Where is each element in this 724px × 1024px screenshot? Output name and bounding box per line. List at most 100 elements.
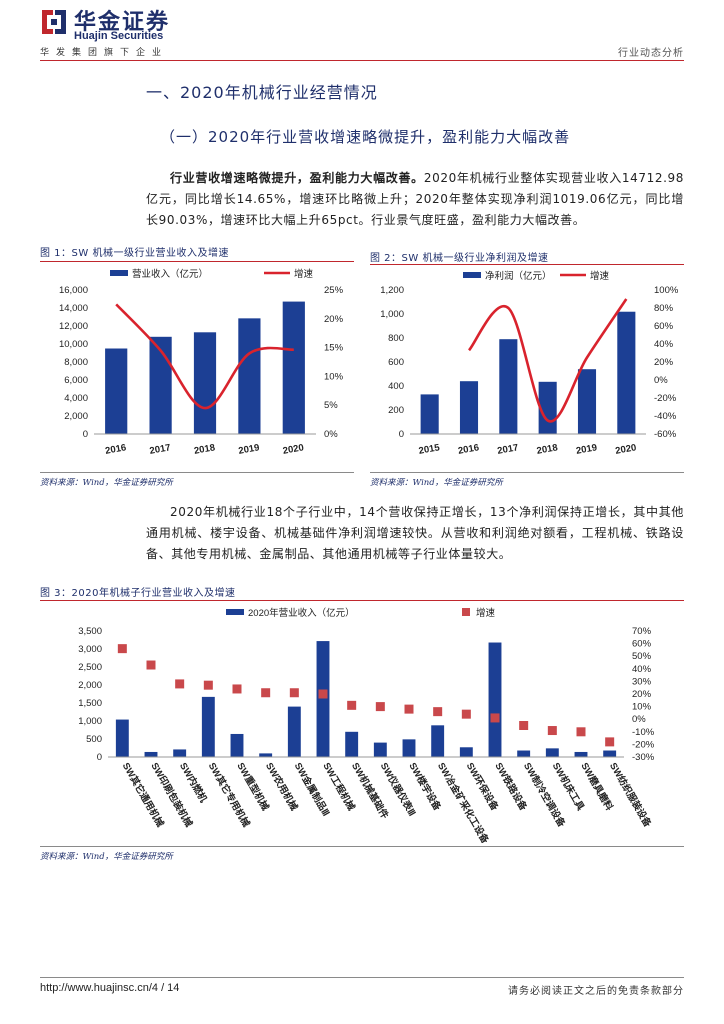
footer-page: 4 / 14 xyxy=(151,982,180,994)
brand-tagline: 华发集团旗下企业 xyxy=(40,48,169,58)
y-tick-label: 2,500 xyxy=(78,662,102,673)
y-tick-label: 800 xyxy=(388,333,404,344)
report-type: 行业动态分析 xyxy=(618,48,684,59)
x-tick-label: 2020 xyxy=(282,442,305,457)
bar xyxy=(545,748,559,757)
growth-marker xyxy=(605,737,615,747)
bar xyxy=(149,336,172,434)
growth-marker xyxy=(146,660,156,670)
legend-label-bar: 营业收入（亿元） xyxy=(132,268,208,280)
growth-marker xyxy=(347,700,357,710)
legend-swatch-bar xyxy=(463,272,481,278)
bar xyxy=(259,753,273,757)
bar xyxy=(577,369,597,434)
y2-tick-label: 20% xyxy=(654,357,674,368)
y2-tick-label: 20% xyxy=(632,689,652,700)
section-subtitle: （一）2020年行业营收增速略微提升，盈利能力大幅改善 xyxy=(160,128,571,146)
fig3-rule xyxy=(40,600,684,601)
y2-tick-label: 70% xyxy=(632,626,652,637)
footer-disclaimer: 请务必阅读正文之后的免责条款部分 xyxy=(508,986,684,997)
fig3-source: 资料来源：Wind，华金证券研究所 xyxy=(40,852,173,862)
y-tick-label: 0 xyxy=(399,429,404,440)
bar xyxy=(574,751,588,757)
x-tick-label: SW冶金矿采化工设备 xyxy=(435,761,491,844)
fig1-rule xyxy=(40,261,354,262)
y2-tick-label: 0% xyxy=(324,429,338,440)
fig3-source-rule xyxy=(40,846,684,847)
y-tick-label: 600 xyxy=(388,357,404,368)
footer-url[interactable]: http://www.huajinsc.cn/ xyxy=(40,982,152,994)
bar xyxy=(238,318,261,434)
bar xyxy=(345,731,359,757)
brand-logo xyxy=(40,8,68,36)
growth-marker xyxy=(261,688,271,698)
y2-tick-label: 0% xyxy=(632,714,646,725)
y2-tick-label: -40% xyxy=(654,411,677,422)
y2-tick-label: -30% xyxy=(632,752,655,763)
y-tick-label: 14,000 xyxy=(59,303,88,314)
y2-tick-label: 0% xyxy=(654,375,668,386)
brand-name-cn: 华金证券 xyxy=(74,10,171,35)
x-tick-label: 2018 xyxy=(193,442,216,457)
y2-tick-label: 15% xyxy=(324,343,344,354)
x-tick-label: 2019 xyxy=(238,442,261,457)
legend: 2020年营业收入（亿元） 增速 xyxy=(226,607,496,619)
y-tick-label: 500 xyxy=(86,734,102,745)
y-tick-label: 6,000 xyxy=(64,375,88,386)
bar xyxy=(144,751,158,757)
y2-tick-label: 40% xyxy=(654,339,674,350)
y2-tick-label: 60% xyxy=(654,321,674,332)
bar xyxy=(193,332,217,434)
growth-marker xyxy=(289,688,299,698)
brand-name-en: Huajin Securities xyxy=(74,30,164,42)
footer-rule xyxy=(40,977,684,978)
y2-tick-label: -20% xyxy=(654,393,677,404)
fig1-chart: 营业收入（亿元） 增速 0 2,000 4,000 6,000 8,000 10,000 12,… xyxy=(59,268,344,457)
x-tick-label: 2019 xyxy=(575,442,598,457)
y2-tick-label: 20% xyxy=(324,314,344,325)
y2-tick-label: -10% xyxy=(632,727,655,738)
growth-marker xyxy=(576,727,586,737)
bar xyxy=(402,739,416,757)
fig3-chart: 2020年营业收入（亿元） 增速 0 500 1,000 1,500 2,000 2,500 3… xyxy=(78,607,655,844)
y-tick-label: 2,000 xyxy=(64,411,88,422)
bar xyxy=(499,339,518,434)
y2-tick-label: 50% xyxy=(632,651,652,662)
y-tick-label: 1,200 xyxy=(380,285,404,296)
bar xyxy=(459,381,479,434)
bar xyxy=(517,750,531,757)
legend: 营业收入（亿元） 增速 xyxy=(110,268,314,280)
x-tick-label: 2018 xyxy=(536,442,559,457)
growth-marker xyxy=(203,680,213,690)
legend: 净利润（亿元） 增速 xyxy=(463,270,610,282)
bar xyxy=(201,696,215,757)
bar xyxy=(316,641,330,757)
fig1-title: 图 1：SW 机械一级行业营业收入及增速 xyxy=(40,248,229,259)
bar xyxy=(459,747,473,757)
legend-swatch-bar xyxy=(226,609,244,615)
y-tick-label: 1,500 xyxy=(78,698,102,709)
fig2-source: 资料来源：Wind，华金证券研究所 xyxy=(370,478,503,488)
x-tick-label: 2017 xyxy=(497,442,520,457)
y2-tick-label: 60% xyxy=(632,639,652,650)
y-tick-label: 3,000 xyxy=(78,644,102,655)
y-tick-label: 0 xyxy=(83,429,88,440)
y2-tick-label: 25% xyxy=(324,285,344,296)
x-tick-label: SW内燃机 xyxy=(177,761,210,805)
x-tick-label: 2015 xyxy=(418,442,441,457)
bar xyxy=(431,725,445,757)
section-title: 一、2020年机械行业经营情况 xyxy=(146,83,378,102)
x-tick-label: 2017 xyxy=(149,442,172,457)
y-tick-label: 12,000 xyxy=(59,321,88,332)
bar xyxy=(488,642,502,757)
growth-marker xyxy=(175,679,185,689)
growth-marker xyxy=(375,702,385,712)
growth-marker xyxy=(404,704,414,714)
bar xyxy=(173,749,187,757)
footer-left: http://www.huajinsc.cn/4 / 14 xyxy=(40,982,179,994)
x-tick-label: SW纺织服装设备 xyxy=(607,761,654,830)
y-tick-label: 10,000 xyxy=(59,339,88,350)
x-tick-label: 2020 xyxy=(615,442,638,457)
growth-marker xyxy=(519,721,529,730)
bar xyxy=(420,394,439,434)
